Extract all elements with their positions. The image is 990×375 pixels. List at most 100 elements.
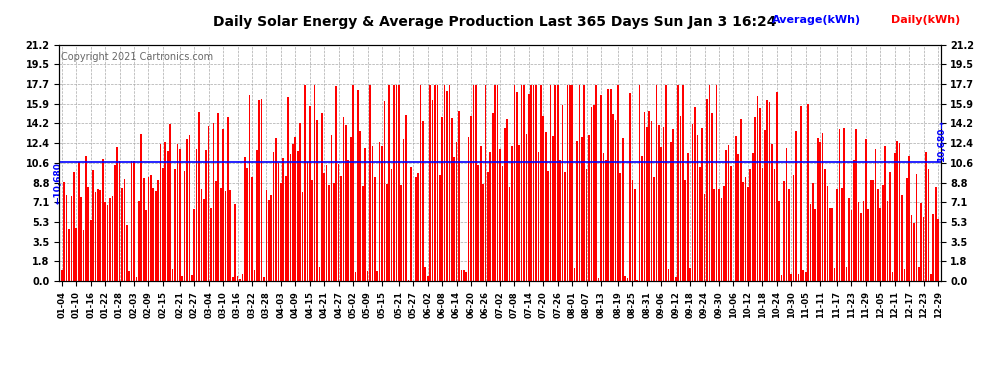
Bar [497,84,498,281]
Bar [857,202,859,281]
Bar [588,135,590,281]
Bar [892,273,893,281]
Bar [442,117,443,281]
Bar [677,84,679,281]
Bar [615,120,617,281]
Bar [326,165,328,281]
Bar [124,179,126,281]
Text: Daily Solar Energy & Average Production Last 365 Days Sun Jan 3 16:24: Daily Solar Energy & Average Production … [213,15,777,29]
Bar [316,120,318,281]
Bar [413,280,414,281]
Bar [179,149,180,281]
Bar [270,195,272,281]
Bar [850,210,852,281]
Bar [911,214,913,281]
Bar [235,204,236,281]
Bar [788,189,790,281]
Bar [721,198,723,281]
Bar [425,267,426,281]
Bar [832,208,833,281]
Bar [591,106,592,281]
Text: Daily(kWh): Daily(kWh) [891,15,960,25]
Bar [634,189,636,281]
Bar [154,191,156,281]
Bar [735,136,737,281]
Bar [186,139,188,281]
Bar [617,84,619,281]
Bar [839,129,841,281]
Bar [68,229,70,281]
Bar [112,195,113,281]
Bar [935,187,937,281]
Bar [248,94,250,281]
Bar [159,144,161,281]
Bar [776,92,777,281]
Bar [220,189,222,281]
Bar [509,187,511,281]
Bar [855,129,857,281]
Bar [129,272,130,281]
Bar [157,180,159,281]
Bar [544,132,546,281]
Bar [352,84,354,281]
Bar [260,99,262,281]
Bar [665,84,667,281]
Bar [366,271,368,281]
Bar [815,209,816,281]
Bar [383,101,385,281]
Bar [740,119,742,281]
Bar [97,189,99,281]
Bar [569,84,570,281]
Bar [783,181,785,281]
Bar [744,177,746,281]
Bar [578,84,580,281]
Bar [410,167,412,281]
Bar [400,185,402,281]
Bar [889,172,891,281]
Bar [723,186,725,281]
Bar [282,158,284,281]
Bar [827,186,829,281]
Bar [644,112,645,281]
Bar [357,90,358,281]
Bar [586,169,587,281]
Bar [297,152,299,281]
Bar [75,228,77,281]
Bar [519,146,520,281]
Bar [181,276,183,281]
Bar [85,156,87,281]
Bar [554,84,556,281]
Bar [581,137,583,281]
Bar [198,112,200,281]
Bar [61,270,62,281]
Bar [294,136,296,281]
Bar [460,270,462,281]
Bar [620,173,621,281]
Bar [533,84,535,281]
Bar [738,154,740,281]
Bar [600,96,602,281]
Bar [771,144,773,281]
Bar [148,177,149,281]
Bar [867,209,869,281]
Bar [223,129,224,281]
Bar [230,190,232,281]
Bar [645,127,647,281]
Bar [547,171,548,281]
Bar [338,164,340,281]
Bar [571,84,573,281]
Bar [629,93,631,281]
Bar [146,210,147,281]
Bar [650,121,652,281]
Bar [672,129,674,281]
Bar [759,108,760,281]
Bar [446,91,447,281]
Bar [751,153,753,281]
Bar [362,186,363,281]
Bar [706,99,708,281]
Bar [307,162,308,281]
Bar [196,149,197,281]
Bar [171,269,173,281]
Bar [258,100,260,281]
Bar [275,138,277,281]
